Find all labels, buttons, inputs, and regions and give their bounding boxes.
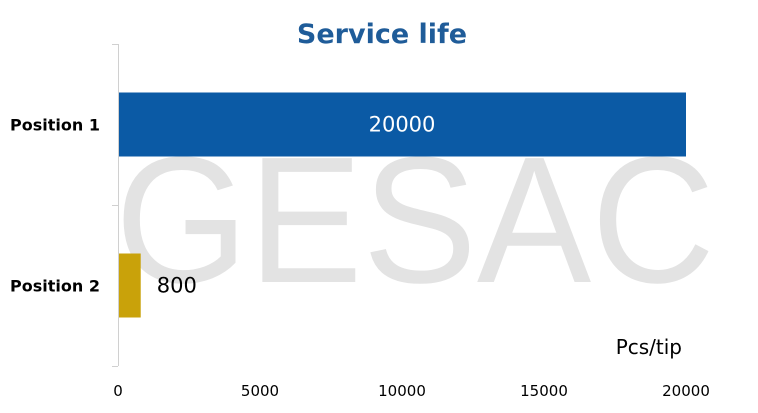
data-label-1: 20000: [369, 113, 436, 137]
category-label-1: Position 1: [10, 116, 100, 135]
x-tick-label-3: 10000: [378, 382, 426, 400]
x-tick-label-1: 0: [113, 382, 123, 400]
bars-group: [119, 92, 686, 318]
category-label-2: Position 2: [10, 277, 100, 296]
data-labels: 20000 800: [157, 113, 436, 298]
x-tick-label-2: 5000: [241, 382, 279, 400]
bar-2: [119, 253, 141, 318]
x-tick-labels: 0 5000 10000 15000 20000: [113, 382, 710, 400]
category-labels: Position 1 Position 2: [10, 116, 100, 296]
chart-title: Service life: [297, 19, 467, 50]
data-label-2: 800: [157, 274, 197, 298]
x-tick-label-5: 20000: [662, 382, 710, 400]
bar-1: [119, 92, 686, 157]
x-tick-label-4: 15000: [520, 382, 568, 400]
unit-label: Pcs/tip: [616, 335, 682, 359]
